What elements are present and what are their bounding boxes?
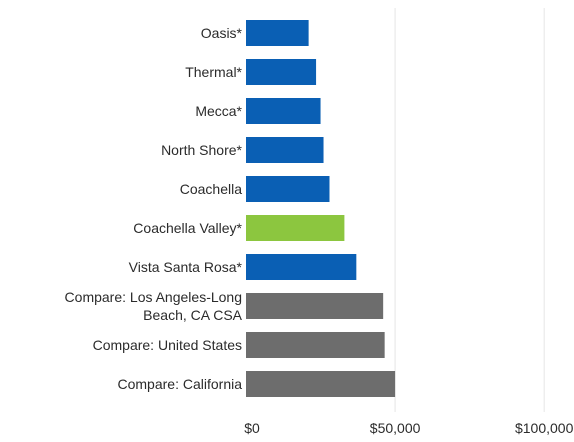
bar	[246, 293, 384, 319]
bar	[246, 20, 309, 46]
category-label: North Shore*	[161, 142, 242, 158]
category-label: Beach, CA CSA	[143, 307, 242, 323]
category-labels: Oasis* Thermal* Mecca* North Shore* Coachell…	[65, 25, 243, 392]
bar	[246, 137, 324, 163]
bar	[246, 59, 317, 85]
category-label: Coachella Valley*	[133, 220, 242, 236]
category-label: Thermal*	[185, 64, 242, 80]
category-label: Vista Santa Rosa*	[129, 259, 243, 275]
category-label: Oasis*	[201, 25, 243, 41]
bars	[246, 20, 396, 397]
bar	[246, 371, 396, 397]
bar	[246, 176, 330, 202]
category-label: Compare: Los Angeles-Long	[65, 289, 242, 305]
bar	[246, 215, 345, 241]
x-tick-label: $100,000	[515, 420, 574, 436]
x-axis-tick-labels: $0 $50,000 $100,000	[244, 420, 573, 436]
x-tick-label: $50,000	[370, 420, 421, 436]
x-tick-label: $0	[244, 420, 260, 436]
gridlines	[394, 8, 545, 412]
category-label: Coachella	[180, 181, 242, 197]
category-label: Mecca*	[195, 103, 242, 119]
category-label: Compare: United States	[93, 337, 242, 353]
bar	[246, 254, 357, 280]
bar	[246, 98, 321, 124]
category-label: Compare: California	[118, 376, 243, 392]
bar	[246, 332, 385, 358]
